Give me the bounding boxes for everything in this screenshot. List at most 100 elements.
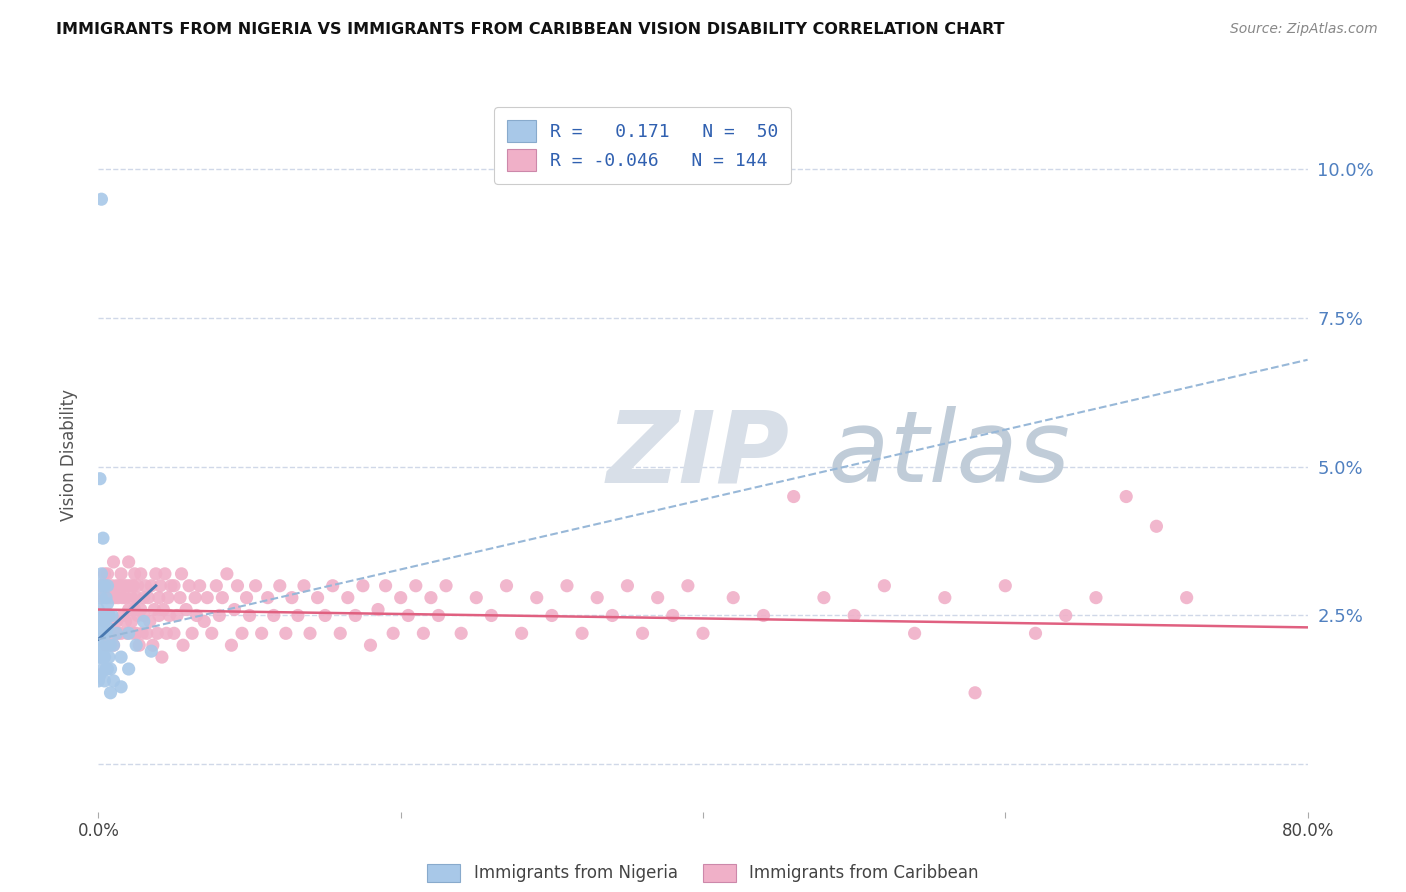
Point — [134, 579, 156, 593]
Point — [120, 579, 142, 593]
Point — [90, 192, 112, 206]
Point — [91, 626, 114, 640]
Point — [87, 626, 110, 640]
Point — [163, 626, 186, 640]
Point — [87, 650, 110, 665]
Point — [148, 591, 170, 605]
Point — [96, 597, 118, 611]
Point — [90, 566, 112, 581]
Point — [121, 591, 143, 605]
Point — [118, 626, 141, 640]
Point — [105, 615, 128, 629]
Point — [367, 602, 389, 616]
Point — [181, 626, 204, 640]
Point — [155, 626, 177, 640]
Point — [112, 579, 135, 593]
Point — [111, 608, 134, 623]
Point — [111, 591, 134, 605]
Point — [602, 608, 624, 623]
Point — [114, 615, 136, 629]
Point — [1085, 591, 1108, 605]
Point — [336, 591, 359, 605]
Point — [1024, 626, 1046, 640]
Point — [94, 638, 117, 652]
Point — [269, 579, 291, 593]
Point — [150, 650, 173, 665]
Point — [322, 579, 344, 593]
Point — [87, 673, 110, 688]
Point — [89, 472, 111, 486]
Point — [145, 566, 167, 581]
Point — [193, 615, 215, 629]
Point — [94, 626, 117, 640]
Point — [89, 638, 111, 652]
Point — [172, 638, 194, 652]
Point — [360, 638, 382, 652]
Point — [239, 608, 262, 623]
Point — [201, 626, 224, 640]
Point — [115, 579, 138, 593]
Point — [256, 591, 278, 605]
Point — [129, 566, 152, 581]
Point — [160, 579, 183, 593]
Point — [526, 591, 548, 605]
Point — [586, 591, 609, 605]
Point — [224, 602, 246, 616]
Point — [105, 626, 128, 640]
Point — [166, 608, 188, 623]
Point — [103, 673, 125, 688]
Point — [125, 626, 148, 640]
Point — [93, 579, 115, 593]
Point — [184, 591, 207, 605]
Point — [662, 608, 685, 623]
Point — [128, 638, 150, 652]
Point — [127, 608, 149, 623]
Point — [994, 579, 1017, 593]
Point — [616, 579, 638, 593]
Point — [752, 608, 775, 623]
Point — [813, 591, 835, 605]
Point — [96, 620, 118, 634]
Point — [179, 579, 201, 593]
Point — [89, 650, 111, 665]
Legend: Immigrants from Nigeria, Immigrants from Caribbean: Immigrants from Nigeria, Immigrants from… — [420, 857, 986, 889]
Point — [783, 490, 806, 504]
Point — [389, 591, 412, 605]
Point — [934, 591, 956, 605]
Point — [93, 615, 115, 629]
Point — [139, 615, 162, 629]
Point — [90, 591, 112, 605]
Point — [91, 591, 114, 605]
Point — [136, 591, 159, 605]
Point — [287, 608, 309, 623]
Point — [96, 566, 118, 581]
Point — [450, 626, 472, 640]
Point — [148, 608, 170, 623]
Point — [91, 608, 114, 623]
Point — [104, 591, 127, 605]
Point — [127, 579, 149, 593]
Point — [465, 591, 488, 605]
Point — [631, 626, 654, 640]
Text: atlas: atlas — [606, 407, 1070, 503]
Point — [91, 644, 114, 658]
Point — [100, 662, 122, 676]
Point — [101, 579, 124, 593]
Point — [195, 591, 218, 605]
Point — [124, 602, 146, 616]
Point — [90, 579, 112, 593]
Point — [118, 555, 141, 569]
Point — [90, 650, 112, 665]
Point — [103, 638, 125, 652]
Point — [374, 579, 396, 593]
Point — [89, 579, 111, 593]
Point — [427, 608, 450, 623]
Point — [98, 608, 121, 623]
Point — [420, 591, 443, 605]
Point — [152, 602, 174, 616]
Point — [98, 650, 121, 665]
Point — [208, 608, 231, 623]
Point — [91, 662, 114, 676]
Point — [141, 579, 163, 593]
Point — [412, 626, 434, 640]
